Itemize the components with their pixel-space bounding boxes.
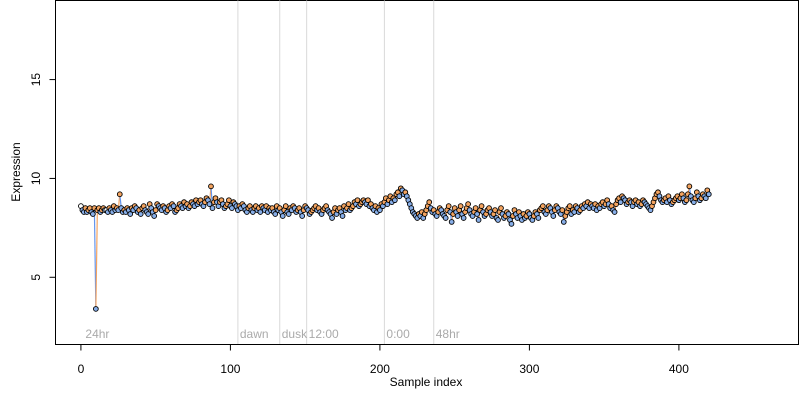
point-327: [566, 203, 573, 209]
point-405: [683, 197, 690, 204]
plot-frame: [55, 0, 799, 345]
point-265: [474, 211, 480, 217]
point-277: [492, 207, 498, 213]
x-tick-label-1: 100: [220, 362, 240, 376]
point-252: [454, 213, 461, 219]
point-200: [377, 207, 383, 213]
x-tick-label-0: 0: [78, 362, 85, 376]
point-323: [560, 219, 567, 225]
x-axis-label: Sample index: [390, 375, 463, 389]
point-281: [498, 205, 504, 211]
point-10: [93, 306, 99, 312]
x-tick-label-3: 300: [519, 362, 539, 376]
y-tick-label-1: 10: [29, 171, 43, 185]
point-175: [339, 213, 346, 219]
point-33: [127, 211, 134, 217]
y-axis-label: Expression: [9, 142, 23, 201]
vertical-reference-lines: [237, 0, 435, 345]
point-120: [257, 209, 264, 215]
point-418: [702, 195, 709, 202]
point-256: [460, 215, 467, 221]
point-168: [329, 215, 335, 221]
vline-label-0: dawn: [240, 327, 269, 341]
point-246: [445, 203, 452, 209]
point-137: [282, 203, 289, 209]
point-62: [170, 203, 177, 209]
point-130: [272, 211, 279, 217]
point-101: [229, 205, 235, 211]
x-tick-label-4: 400: [669, 362, 689, 376]
point-306: [535, 215, 542, 221]
vline-label-3: 0:00: [386, 327, 410, 341]
point-248: [448, 219, 455, 225]
vline-label-2: 12:00: [309, 327, 339, 341]
point-45: [145, 211, 152, 217]
x-tick-label-2: 200: [370, 362, 390, 376]
point-361: [617, 199, 624, 206]
x-axis: 0 100 200 300 400: [78, 344, 689, 376]
point-316: [550, 213, 557, 219]
corner-label: 24hr: [85, 327, 109, 341]
point-259: [465, 201, 471, 207]
point-254: [457, 203, 464, 209]
point-264: [472, 205, 479, 211]
point-233: [426, 199, 433, 206]
point-99: [226, 197, 232, 204]
connector-10: [95, 210, 98, 309]
point-420: [705, 191, 712, 198]
y-tick-label-0: 5: [29, 274, 43, 281]
point-244: [442, 215, 449, 221]
point-268: [478, 203, 485, 209]
point-139: [285, 211, 292, 217]
point-49: [151, 213, 158, 219]
point-179: [345, 201, 352, 207]
reference-labels: dawn dusk 12:00 0:00 48hr 24hr: [85, 327, 459, 341]
point-87: [208, 183, 214, 190]
point-210: [392, 197, 398, 204]
point-407: [686, 183, 693, 190]
point-286: [505, 211, 512, 217]
point-192: [365, 197, 371, 204]
point-8: [90, 211, 96, 217]
y-tick-label-2: 15: [29, 73, 43, 87]
point-322: [559, 207, 566, 213]
point-40: [137, 211, 144, 217]
point-266: [475, 217, 482, 223]
point-357: [611, 209, 618, 215]
point-213: [396, 193, 403, 200]
point-185: [354, 197, 361, 204]
vline-label-4: 48hr: [436, 327, 460, 341]
vline-label-1: dusk: [282, 327, 308, 341]
data-points: [78, 183, 712, 312]
point-50: [152, 207, 159, 213]
point-86: [206, 201, 213, 207]
y-axis: 5 10 15: [29, 73, 56, 281]
point-88: [209, 205, 216, 211]
point-148: [299, 213, 306, 219]
point-288: [508, 221, 515, 227]
point-309: [540, 203, 546, 209]
point-279: [495, 217, 501, 223]
point-26: [116, 191, 123, 198]
point-135: [279, 213, 286, 219]
